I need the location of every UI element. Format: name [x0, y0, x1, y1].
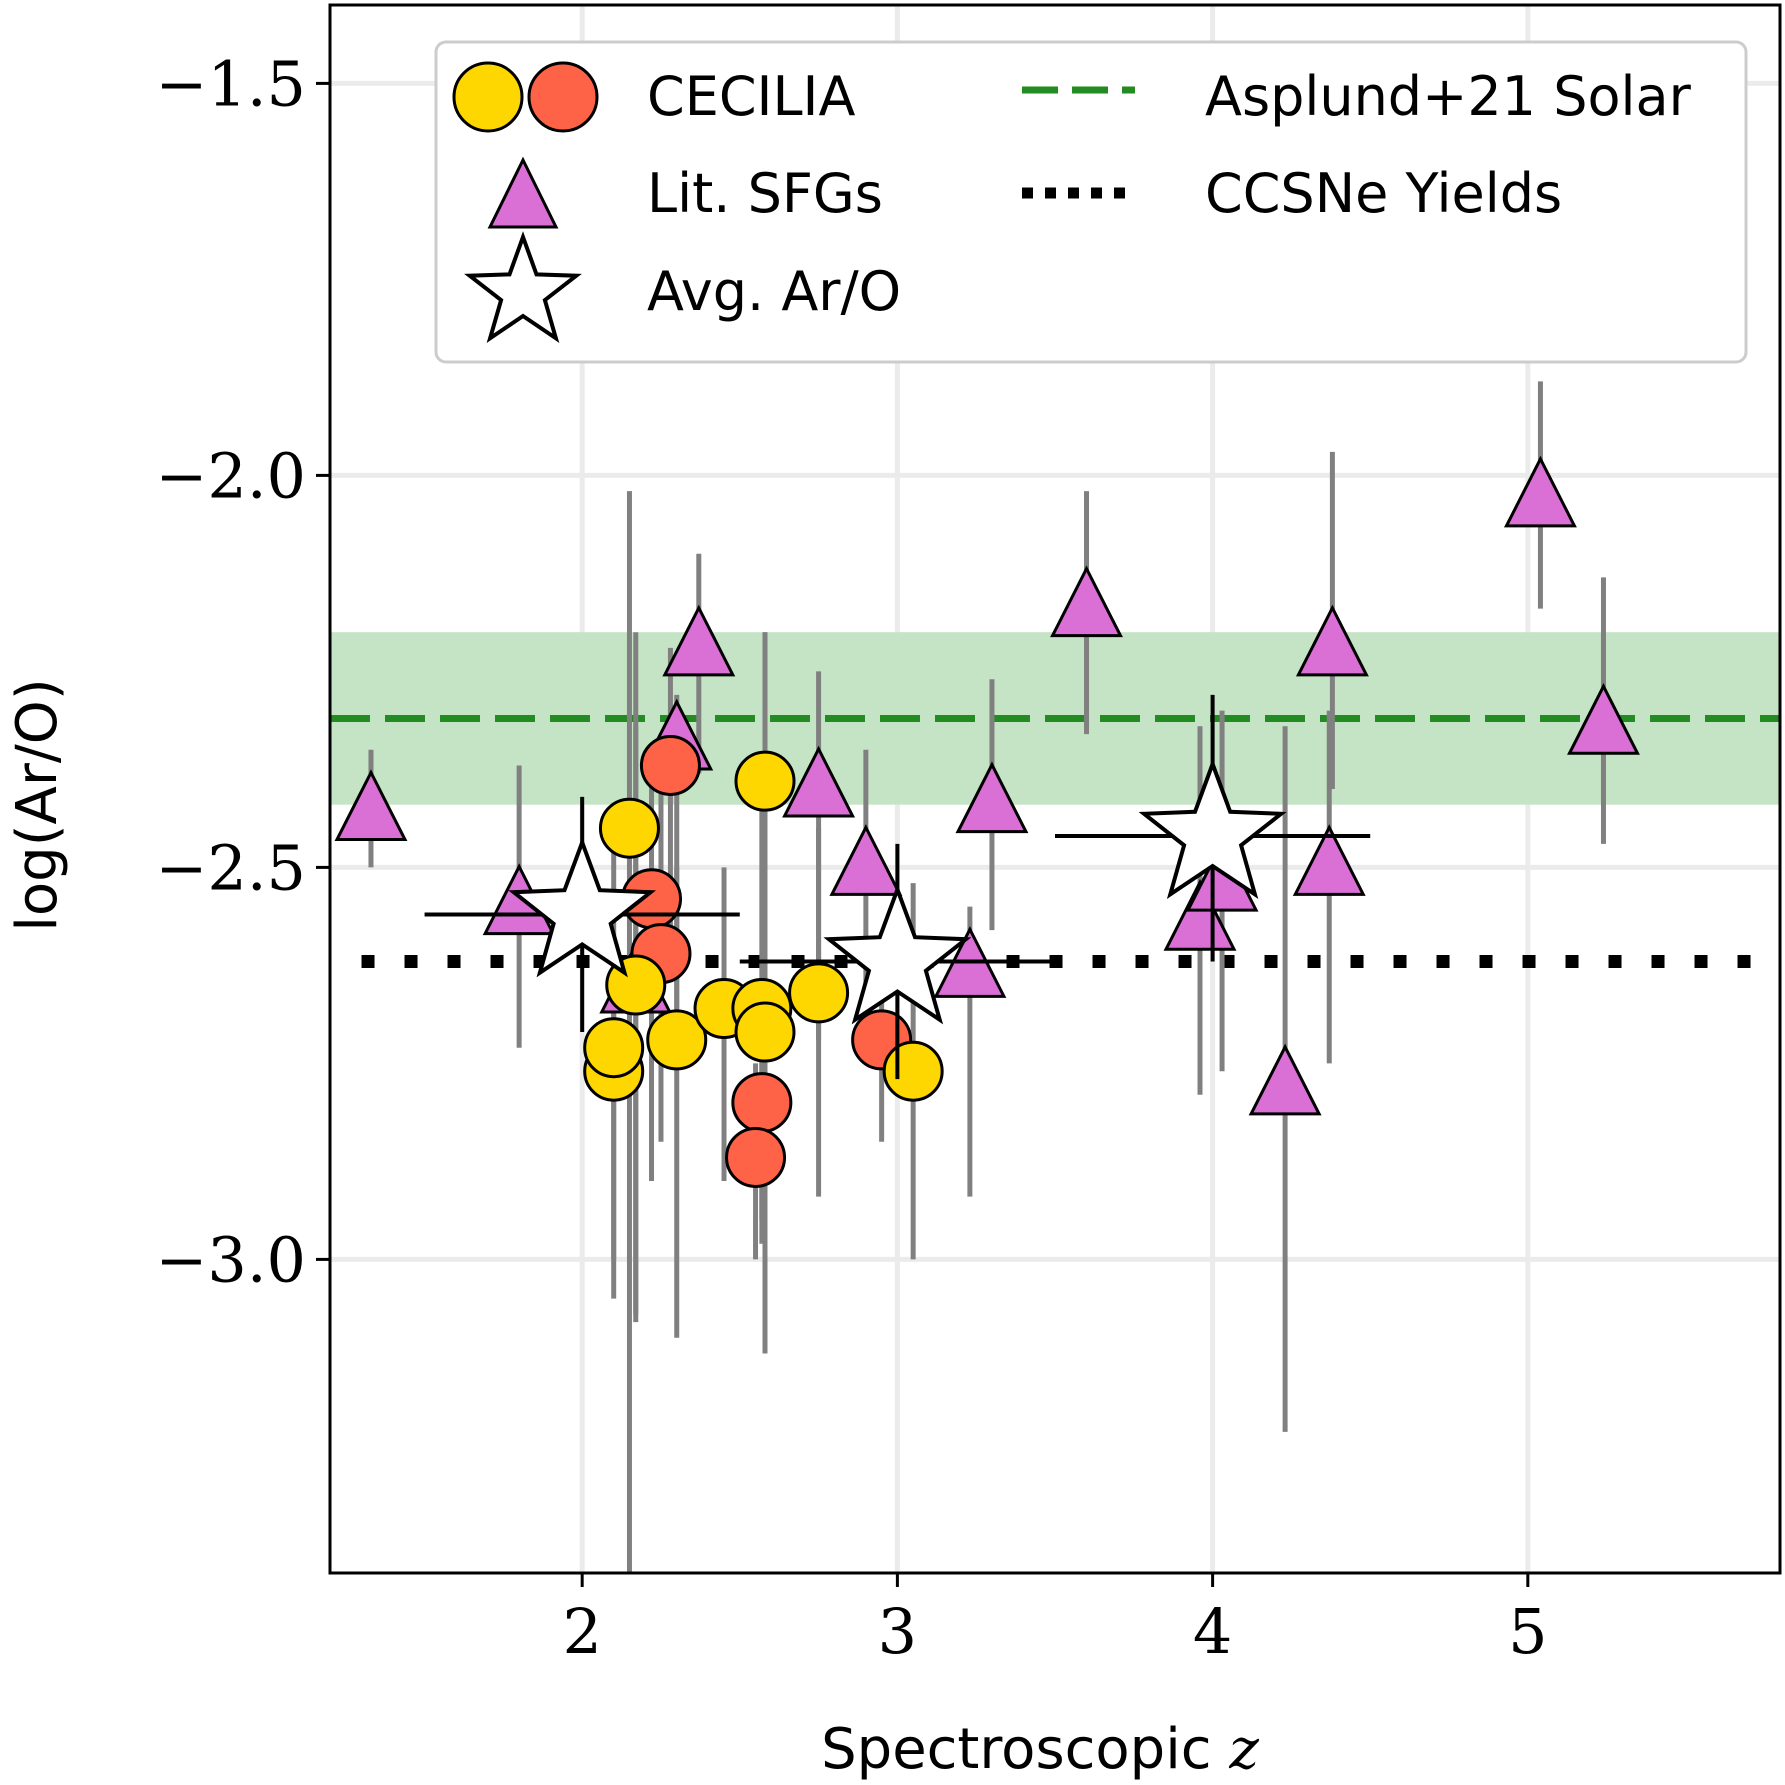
y-tick-label-2: −2.5	[155, 831, 306, 904]
x-tick-label-1: 3	[878, 1595, 917, 1668]
lit-sfg-point-10	[1163, 878, 1237, 951]
lit-sfg-point-0	[334, 769, 408, 842]
plot-frame	[328, 3, 1782, 1575]
y-tick-label-1: −2.0	[155, 439, 306, 512]
x-tick-label-2: 4	[1193, 1595, 1232, 1668]
legend-avg-star-marker	[464, 231, 582, 344]
legend-lit-sfgs-label: Lit. SFGs	[647, 162, 883, 225]
legend-lit-sfgs-marker	[487, 156, 559, 229]
cecilia-yellow-point-3	[583, 1017, 645, 1079]
lit-sfg-point-14	[1295, 604, 1369, 677]
lit-sfg-point-13	[1292, 824, 1366, 896]
y-tick-label-3: −3.0	[155, 1223, 306, 1296]
legend-cecilia-yellow-marker	[452, 61, 524, 133]
cecilia-yellow-point-8	[734, 750, 796, 812]
cecilia-yellow-point-9	[788, 962, 850, 1024]
cecilia-red-point-4	[725, 1126, 787, 1188]
x-tick-label-0: 2	[562, 1595, 601, 1668]
lit-sfg-point-16	[1567, 682, 1640, 755]
legend-box	[434, 40, 1748, 364]
cecilia-yellow-point-10	[882, 1040, 944, 1102]
x-axis-label-variable: z	[1228, 1717, 1259, 1782]
cecilia-red-point-3	[731, 1072, 793, 1134]
lit-sfg-point-15	[1503, 455, 1577, 528]
avg-star-point-2	[1138, 758, 1287, 899]
axes-frame	[328, 3, 1782, 1575]
cecilia-yellow-point-4	[646, 1009, 708, 1071]
plot-area	[330, 5, 1780, 1573]
x-tick-label-3: 5	[1508, 1595, 1547, 1668]
avg-star-point-1	[823, 883, 972, 1025]
plot-content	[330, 5, 1780, 1573]
legend-cecilia-red-marker	[527, 61, 599, 133]
lit-sfg-point-4	[662, 604, 736, 677]
legend-ccsne-label: CCSNe Yields	[1205, 162, 1562, 225]
cecilia-yellow-point-7	[734, 1001, 796, 1063]
cecilia-red-point-2	[639, 734, 701, 796]
legend-solar-label: Asplund+21 Solar	[1205, 65, 1692, 128]
x-axis-label-text: Spectroscopic	[821, 1717, 1211, 1782]
cecilia-yellow-point-1	[598, 797, 660, 859]
lit-sfg-point-5	[782, 745, 856, 818]
legend-avg-label: Avg. Ar/O	[647, 260, 901, 323]
lit-sfg-point-9	[1050, 565, 1123, 638]
lit-sfg-point-12	[1248, 1043, 1322, 1116]
lit-sfg-point-8	[955, 761, 1029, 834]
legend: CECILIA Lit. SFGs Avg. Ar/O Asplund+21 S…	[434, 40, 1748, 364]
x-axis-label: Spectroscopic z	[821, 1717, 1259, 1782]
y-tick-label-0: −1.5	[155, 47, 306, 120]
avg-star-point-0	[508, 836, 657, 978]
axis-ticks: 2 3 4 5 −1.5 −2.0 −2.5 −3.0	[155, 47, 1547, 1668]
lit-sfg-point-6	[829, 824, 903, 896]
legend-cecilia-label: CECILIA	[647, 65, 855, 128]
y-axis-label: log(Ar/O)	[5, 678, 70, 931]
